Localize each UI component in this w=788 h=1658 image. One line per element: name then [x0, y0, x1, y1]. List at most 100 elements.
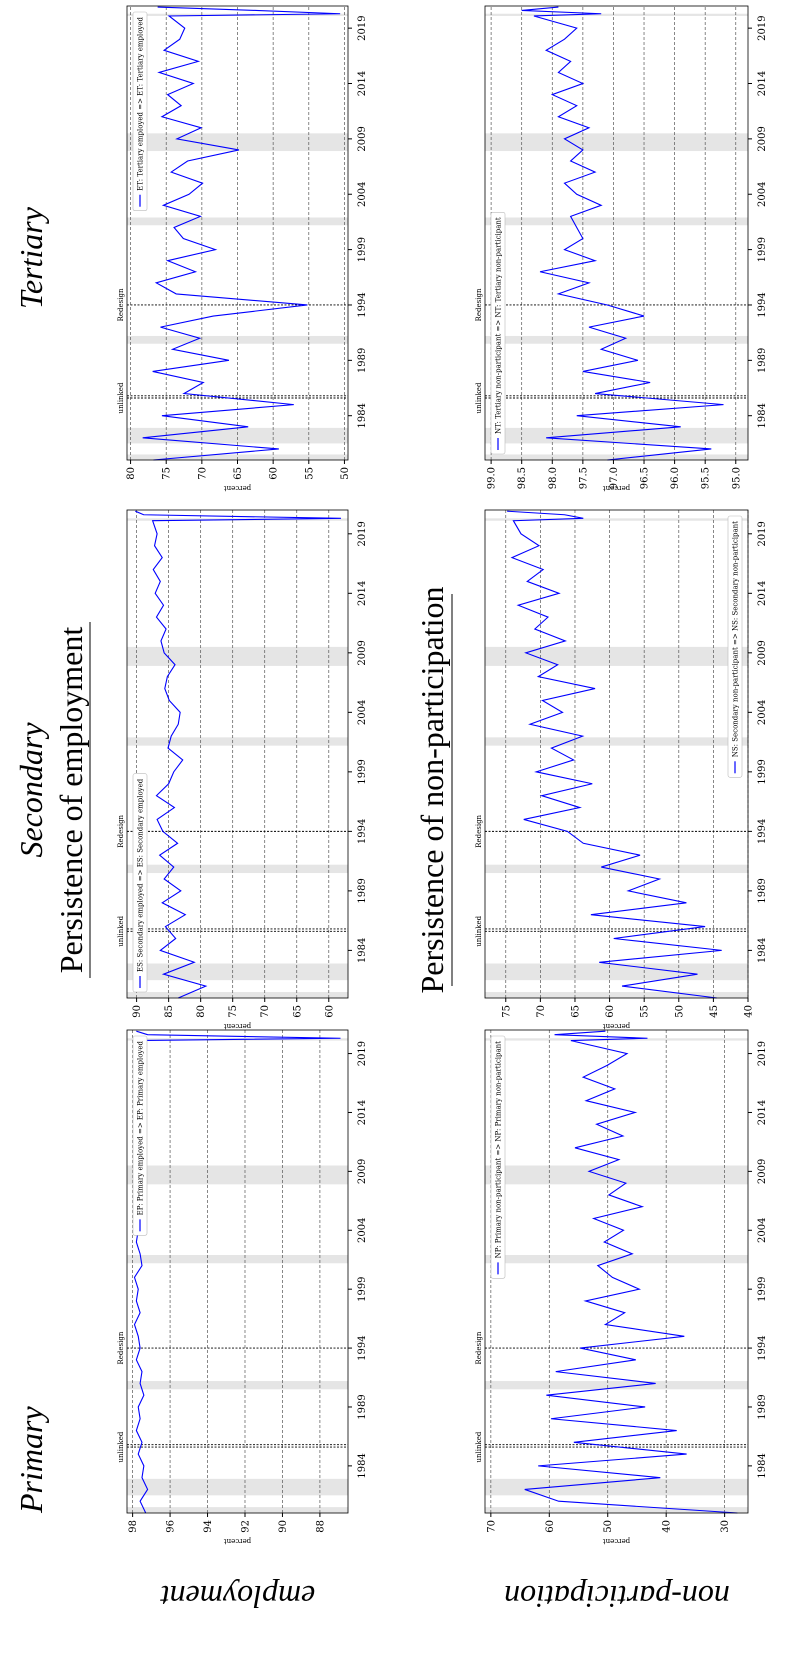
- y-tick-label: 60: [605, 1005, 616, 1018]
- y-tick-label: 96: [166, 1520, 177, 1533]
- x-tick-label: 2014: [757, 1100, 768, 1125]
- annotation: unlinked: [117, 382, 125, 413]
- x-tick-label: 1989: [757, 1394, 768, 1419]
- x-tick-label: 1984: [757, 938, 768, 963]
- annotation: Redesign: [475, 814, 483, 847]
- x-tick-label: 2009: [357, 1159, 368, 1184]
- recession-band: [127, 1165, 348, 1185]
- y-tick-label: 30: [720, 1520, 731, 1533]
- x-tick-label: 2004: [357, 1218, 368, 1243]
- y-tick-label: 70: [486, 1520, 497, 1533]
- recession-band: [127, 427, 348, 444]
- legend-label: ET: Tertiary employed => ET: Tertiary em…: [137, 16, 145, 190]
- y-tick-label: 96.0: [670, 467, 681, 489]
- x-tick-label: 1999: [357, 237, 368, 262]
- row-label: non-participation: [504, 1579, 730, 1615]
- legend-label: NS: Secondary non-participant => NS: Sec…: [732, 521, 740, 757]
- recession-band: [485, 1165, 748, 1185]
- x-tick-label: 1994: [757, 819, 768, 844]
- x-tick-label: 2014: [357, 581, 368, 606]
- column-title: Tertiary: [13, 206, 49, 309]
- x-tick-label: 1984: [357, 938, 368, 963]
- x-tick-label: 2009: [757, 640, 768, 665]
- x-tick-label: 2014: [357, 1100, 368, 1125]
- y-tick-label: 45: [709, 1005, 720, 1018]
- x-tick-label: 2019: [357, 1041, 368, 1066]
- y-tick-label: 80: [126, 467, 137, 480]
- y-tick-label: 65: [292, 1005, 303, 1018]
- y-tick-label: 95.0: [731, 467, 742, 489]
- y-tick-label: 75: [228, 1005, 239, 1018]
- x-tick-label: 1984: [357, 1453, 368, 1478]
- annotation: Redesign: [475, 288, 483, 321]
- recession-band: [485, 454, 748, 460]
- x-tick-label: 2004: [757, 700, 768, 725]
- x-tick-label: 2004: [757, 1218, 768, 1243]
- x-tick-label: 1989: [757, 348, 768, 373]
- x-tick-label: 2009: [757, 1159, 768, 1184]
- recession-band: [485, 1478, 748, 1496]
- x-tick-label: 1999: [757, 759, 768, 784]
- y-tick-label: 94: [203, 1520, 214, 1533]
- y-tick-label: 60: [324, 1005, 335, 1018]
- plot-frame: [126, 5, 349, 461]
- x-tick-label: 2019: [357, 521, 368, 546]
- x-tick-label: 2019: [357, 15, 368, 40]
- legend: ET: Tertiary employed => ET: Tertiary em…: [132, 11, 148, 212]
- x-tick-label: 1989: [357, 1394, 368, 1419]
- y-tick-label: 60: [269, 467, 280, 480]
- y-tick-label: 60: [545, 1520, 556, 1533]
- legend-box: [132, 1035, 148, 1236]
- legend-box: [132, 11, 148, 212]
- plot-frame: [484, 1029, 749, 1514]
- x-tick-label: 1984: [357, 403, 368, 428]
- x-tick-label: 1999: [357, 1276, 368, 1301]
- x-tick-label: 2019: [757, 1041, 768, 1066]
- legend: NP: Primary non-participant => NP: Prima…: [490, 1035, 506, 1279]
- y-tick-label: 40: [662, 1520, 673, 1533]
- landscape-figure: Primary Secondary Tertiary Persistence o…: [13, 5, 768, 1615]
- recession-band: [127, 1507, 348, 1513]
- row-title: Persistence of non-participation: [414, 587, 450, 994]
- recession-band: [485, 13, 748, 16]
- recession-band: [485, 1507, 748, 1513]
- x-tick-label: 2014: [357, 71, 368, 96]
- y-tick-label: 50: [603, 1520, 614, 1533]
- recession-band: [127, 864, 348, 874]
- recession-band: [127, 1381, 348, 1390]
- plot-frame: [484, 509, 749, 999]
- recession-band: [485, 335, 748, 344]
- recession-band: [127, 1478, 348, 1496]
- legend-box: [490, 211, 506, 455]
- annotation: unlinked: [475, 1431, 483, 1462]
- chart-panel: 50 55 60 65 70 75 80 1984 1989 1994 1999 2004 2009 20…: [117, 5, 368, 492]
- x-tick-label: 2004: [757, 182, 768, 207]
- annotation: Redesign: [117, 814, 125, 847]
- legend-box: [132, 773, 148, 993]
- x-tick-label: 1999: [357, 759, 368, 784]
- x-tick-label: 1994: [357, 292, 368, 317]
- x-tick-label: 2019: [757, 521, 768, 546]
- legend: NT: Tertiary non-participant => NT: Tert…: [490, 211, 506, 455]
- annotation: unlinked: [475, 382, 483, 413]
- x-tick-label: 1994: [757, 1335, 768, 1360]
- plot-frame: [126, 1029, 349, 1514]
- y-tick-label: 70: [197, 467, 208, 480]
- y-tick-label: 65: [570, 1005, 581, 1018]
- x-tick-label: 2014: [757, 71, 768, 96]
- recession-band: [485, 963, 748, 981]
- y-tick-label: 85: [164, 1005, 175, 1018]
- y-tick-label: 50: [340, 467, 351, 480]
- legend-label: NP: Primary non-participant => NP: Prima…: [495, 1041, 503, 1259]
- recession-band: [485, 133, 748, 152]
- chart-panel: 95.0 95.5 96.0 96.5 97.0 97.5 98.0 98.5 99.0 1984…: [475, 5, 768, 492]
- column-title: Secondary: [13, 722, 49, 858]
- y-tick-label: 65: [233, 467, 244, 480]
- y-tick-label: 96.5: [640, 467, 651, 489]
- x-tick-label: 2004: [357, 182, 368, 207]
- y-tick-label: 50: [674, 1005, 685, 1018]
- y-tick-label: 88: [315, 1520, 326, 1533]
- y-axis-label: percent: [603, 484, 631, 492]
